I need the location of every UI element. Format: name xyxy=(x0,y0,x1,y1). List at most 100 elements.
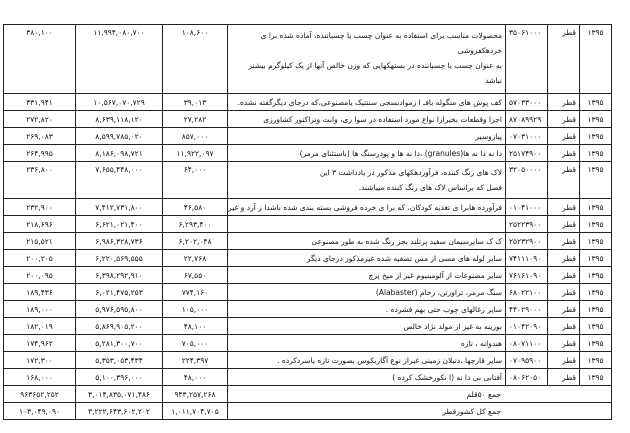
weight-cell: ۴۸,۰۰۰ xyxy=(162,368,228,386)
weight-cell: ۱۰۸,۶۰۰ xyxy=(162,24,228,94)
weight-cell: ۶,۲۰۲,۰۴۸ xyxy=(162,232,228,250)
country-cell: قطر xyxy=(547,161,580,199)
description-line: سنگ مرمر، تراورتن، رخام (Alabaster) xyxy=(375,287,502,297)
weight-cell: ۲۲,۷۶۸ xyxy=(162,249,228,267)
country-cell: قطر xyxy=(547,249,580,267)
description-line: نباشد xyxy=(485,76,502,85)
table-row: ۱۳۹۵ قطر ۴۴۰۲۹۰۰۰ سایر زغالهای چوب حتی بهم … xyxy=(3,300,612,318)
year-cell: ۱۳۹۵ xyxy=(579,110,612,128)
year-cell: ۱۳۹۵ xyxy=(579,266,612,284)
country-cell: قطر xyxy=(547,266,580,284)
table-row: ۱۳۹۵ قطر ۰۱۰۴۱۰۰۰ فرآورده هابرا ی تغذیه کود… xyxy=(3,198,612,216)
year-cell: ۱۳۹۵ xyxy=(579,161,612,199)
table-row: ۱۳۹۵ قطر ۷۶۱۶۱۰۹۰ سایر مصنوعات از آلومینیوم… xyxy=(3,266,612,284)
total-label: جمع ۵۰قلم xyxy=(227,385,612,403)
tariff-code-cell: ۸۷۰۸۹۹۲۹ xyxy=(505,110,548,128)
description-cell: سنگ مرمر، تراورتن، رخام (Alabaster) xyxy=(227,283,506,301)
description-cell: سایر مصنوعات از آلومینیوم غیر از میخ پرچ xyxy=(227,266,506,284)
year-cell: ۱۳۹۵ xyxy=(579,300,612,318)
description-cell: آفتابی بی دا نه (ا نکورخشک کرده ) xyxy=(227,368,506,386)
total-value-rial-cell: ۳,۲۲۲,۶۴۳,۶۰۲,۲۰۲ xyxy=(75,402,163,420)
country-cell: قطر xyxy=(547,317,580,335)
description-cell: فرآورده هابرا ی تغذیه کودکان، که برا ی خ… xyxy=(227,198,506,216)
value-dollar-cell: ۲۰۰,۰۹۵ xyxy=(3,266,76,284)
weight-cell: ۱۰۵,۰۰۰ xyxy=(162,300,228,318)
weight-cell: ۸۵۷,۰۰۰ xyxy=(162,127,228,145)
year-cell: ۱۳۹۵ xyxy=(579,232,612,250)
value-rial-cell: ۷,۶۵۵,۴۴۸,۰۰۰ xyxy=(75,161,163,199)
tariff-code-cell: ۲۵۲۲۳۹۰۰ xyxy=(505,215,548,233)
year-cell: ۱۳۹۵ xyxy=(579,334,612,352)
country-cell: قطر xyxy=(547,198,580,216)
table-row: ۱۳۹۵ قطر ۲۵۲۳۲۹۰۰ ک ک سایرسیمان سفید پرتلند… xyxy=(3,232,612,250)
value-rial-cell: ۱۱,۹۹۴,۰۸۰,۷۰۰ xyxy=(75,24,163,94)
value-dollar-cell: ۱۸۹,۴۳۶ xyxy=(3,283,76,301)
country-cell: قطر xyxy=(547,300,580,318)
table-row: ۱۳۹۵ قطر ۰۸۰۶۲۰۵۰ آفتابی بی دا نه (ا نکورخش… xyxy=(3,368,612,386)
tariff-code-cell: ۰۱۰۴۲۰۹۰ xyxy=(505,317,548,335)
weight-cell: ۴۸,۱۰۰ xyxy=(162,317,228,335)
country-cell: قطر xyxy=(547,24,580,94)
table-row: ۱۳۹۵ قطر ۳۲۰۵۰۰۰۰ لاک های رنگ کننده، فرآورد… xyxy=(3,161,612,199)
weight-cell: ۷۷۴,۱۶۰ xyxy=(162,283,228,301)
weight-cell: ۶۴,۰۰۰ xyxy=(162,161,228,199)
table-row: ۱۳۹۵ قطر ۶۸۰۲۲۱۰۰ سنگ مرمر، تراورتن، رخام (… xyxy=(3,283,612,301)
table-row: ۱۳۹۵ قطر ۲۵۲۲۳۹۰۰ ۶,۲۹۳,۴۰۰ ۶,۶۲۱,۰۲۱,۴۰۰ ۲۱۸… xyxy=(3,215,612,233)
value-dollar-cell: ۱۷۲,۳۰۰ xyxy=(3,351,76,369)
description-line: پیازوسیر xyxy=(475,131,502,141)
year-cell: ۱۳۹۵ xyxy=(579,144,612,162)
export-table: ۱۳۹۵ قطر ۳۵۰۶۱۰۰۰ محصولات مناسب برای استفاد… xyxy=(3,24,612,420)
table-row: ۱۳۹۵ قطر ۰۱۰۴۲۰۹۰ بوزینه به غیر از مولد نژا… xyxy=(3,317,612,335)
tariff-code-cell: ۳۵۰۶۱۰۰۰ xyxy=(505,24,548,94)
value-dollar-cell: ۲۳۲,۹۰۰ xyxy=(3,198,76,216)
value-rial-cell: ۶,۹۸۶,۳۲۸,۷۳۶ xyxy=(75,232,163,250)
tariff-code-cell: ۰۸۰۶۲۰۵۰ xyxy=(505,368,548,386)
description-line: به عنوان چسب یا چسباننده در بستهکهایی که… xyxy=(248,61,502,70)
value-dollar-cell: ۲۶۹,۰۸۳ xyxy=(3,127,76,145)
total-value-dollar-cell: ۹۶۳۶۵۲,۲۵۲ xyxy=(3,385,76,403)
description-line: ک ک سایرسیمان سفید پرتلند بجز رنگ شده به… xyxy=(311,236,502,246)
country-cell: قطر xyxy=(547,144,580,162)
description-line: هندوانه ، تازه xyxy=(460,338,502,348)
weight-cell: ۳۹,۰۱۳ xyxy=(162,93,228,111)
table-row: ۱۳۹۵ قطر ۰۷۰۳۱۰۰۰ پیازوسیر ۸۵۷,۰۰۰ ۸,۵۹۹,۷۸۵,… xyxy=(3,127,612,145)
description-line: کف پوش های منگوله بافـ ا زموادنسجی سنتتی… xyxy=(237,97,502,107)
weight-cell: ۲۲۴,۳۹۷ xyxy=(162,351,228,369)
description-cell: لاک های رنگ کننده، فرآوردهکهای مذکور در … xyxy=(227,161,506,199)
year-cell: ۱۳۹۵ xyxy=(579,351,612,369)
weight-cell: ۴۶,۵۸۰ xyxy=(162,198,228,216)
year-cell: ۱۳۹۵ xyxy=(579,249,612,267)
table-row: ۱۳۹۵ قطر ۵۷۰۳۳۰۰۰ کف پوش های منگوله بافـ ا … xyxy=(3,93,612,111)
weight-cell: ۱۱,۹۲۲,۰۹۷ xyxy=(162,144,228,162)
description-line: سایر قارچها ،دنبلان زمینی غیراز نوع آگار… xyxy=(277,355,502,365)
value-rial-cell: ۸,۶۳۹,۱۱۸,۱۲۰ xyxy=(75,110,163,128)
description-line: سایر لوله های مسی از مس تصفیه شده غیرمذک… xyxy=(306,253,502,263)
description-cell: ک ک سایرسیمان سفید پرتلند بجز رنگ شده به… xyxy=(227,232,506,250)
year-cell: ۱۳۹۵ xyxy=(579,283,612,301)
description-line: لاک های رنگ کننده، فرآوردهکهای مذکور در … xyxy=(319,168,502,177)
year-cell: ۱۳۹۵ xyxy=(579,368,612,386)
weight-cell: ۲۷,۲۸۲ xyxy=(162,110,228,128)
value-rial-cell: ۱۰,۵۶۷,۰۷۰,۷۲۹ xyxy=(75,93,163,111)
description-cell: هندوانه ، تازه xyxy=(227,334,506,352)
value-dollar-cell: ۲۶۴,۹۹۵ xyxy=(3,144,76,162)
total-row: جمع ۵۰قلم ۹۴۳,۲۵۷,۲۶۸ ۳,۰۱۴,۸۳۵,۰۷۱,۴۸۶ ۹۶۳… xyxy=(3,385,612,403)
description-line: خردهکفروشی xyxy=(457,46,502,55)
value-dollar-cell: ۲۷۲,۸۲۰ xyxy=(3,110,76,128)
value-rial-cell: ۶,۰۲۱,۴۷۵,۲۵۳ xyxy=(75,283,163,301)
year-cell: ۱۳۹۵ xyxy=(579,317,612,335)
tariff-code-cell: ۰۱۰۴۱۰۰۰ xyxy=(505,198,548,216)
value-rial-cell: ۸,۵۹۹,۷۸۵,۰۲۰ xyxy=(75,127,163,145)
description-cell xyxy=(227,215,506,233)
table-row: ۱۳۹۵ قطر ۰۸۰۷۱۱۰۰ هندوانه ، تازه ۷۰۵,۰۰۰ ۵,۲۸… xyxy=(3,334,612,352)
weight-cell: ۶۷,۵۵۰ xyxy=(162,266,228,284)
description-cell: بوزینه به غیر از مولد نژاد خالص xyxy=(227,317,506,335)
value-dollar-cell: ۱۸۲,۰۱۹ xyxy=(3,317,76,335)
year-cell: ۱۳۹۵ xyxy=(579,93,612,111)
value-rial-cell: ۶,۲۲۰,۵۶۹,۵۵۵ xyxy=(75,249,163,267)
total-weight-cell: ۱,۰۱۱,۷۰۴,۷۰۵ xyxy=(162,402,228,420)
year-cell: ۱۳۹۵ xyxy=(579,198,612,216)
value-rial-cell: ۶,۶۲۱,۰۲۱,۴۰۰ xyxy=(75,215,163,233)
year-cell: ۱۳۹۵ xyxy=(579,127,612,145)
value-rial-cell: ۶,۳۹۸,۲۹۲,۹۱۰ xyxy=(75,266,163,284)
